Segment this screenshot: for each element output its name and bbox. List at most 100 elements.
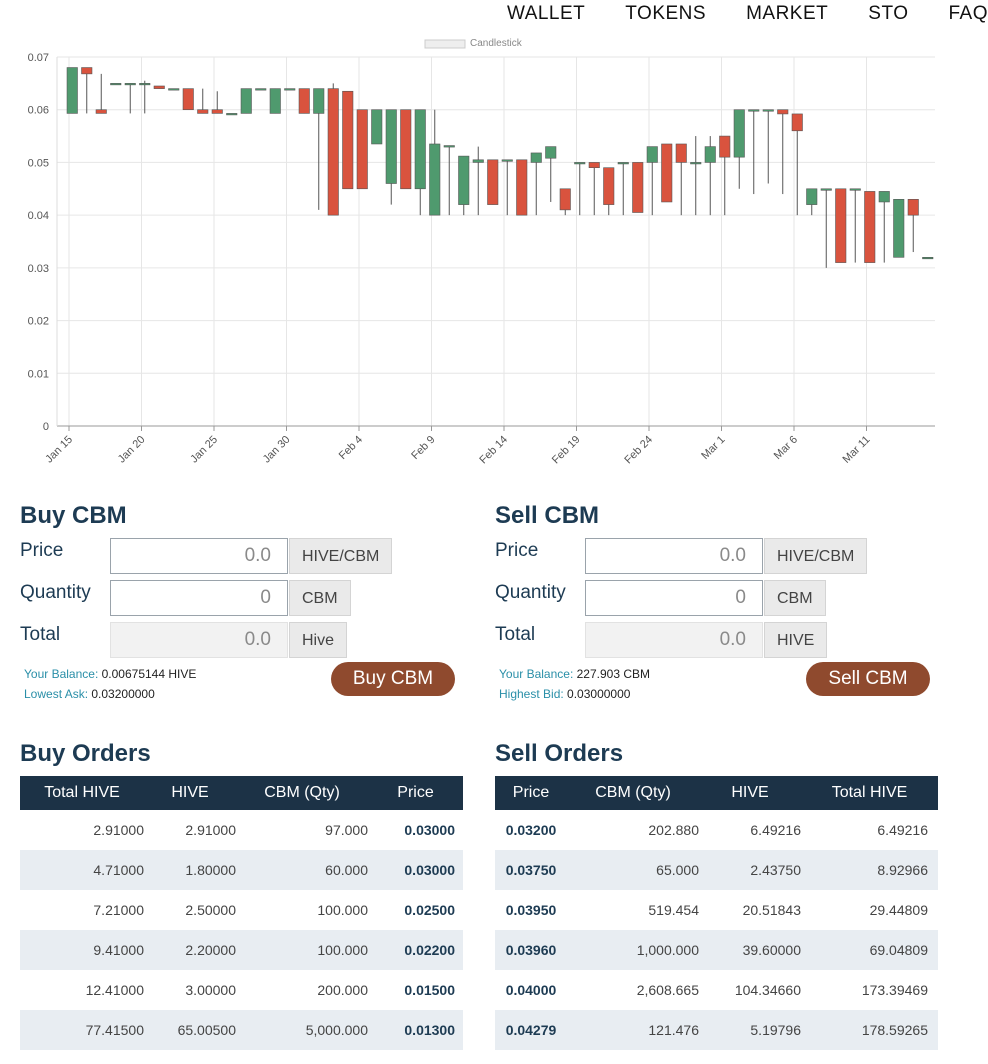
- table-cell: 178.59265: [801, 1010, 938, 1050]
- buy-orders-title: Buy Orders: [20, 740, 151, 767]
- table-row[interactable]: 77.41500 65.00500 5,000.000 0.01300: [20, 1010, 463, 1050]
- nav-market[interactable]: MARKET: [746, 3, 829, 24]
- table-cell: 2.20000: [144, 930, 236, 970]
- sell-total-row: Total HIVE: [495, 622, 940, 664]
- buy-total-row: Total Hive: [20, 622, 465, 664]
- sell-total-label: Total: [495, 624, 536, 645]
- candle-body: [762, 109, 774, 112]
- table-row[interactable]: 0.04279 121.476 5.19796 178.59265: [495, 1010, 938, 1050]
- buy-price-unit: HIVE/CBM: [289, 538, 393, 574]
- table-row[interactable]: 0.04000 2,608.665 104.34660 173.39469: [495, 970, 938, 1010]
- sell-balance-value: 227.903 CBM: [576, 667, 651, 681]
- sell-price-label: Price: [495, 540, 539, 561]
- candle-body: [226, 113, 238, 116]
- candle-body: [313, 88, 325, 114]
- x-tick-label: Jan 20: [116, 434, 148, 466]
- candle-body: [269, 88, 281, 114]
- buy-qty-row: Quantity CBM: [20, 580, 465, 622]
- buy-price-input[interactable]: [110, 538, 288, 574]
- table-row[interactable]: 7.21000 2.50000 100.000 0.02500: [20, 890, 463, 930]
- candle-body: [327, 88, 339, 216]
- buy-total-input: [110, 622, 288, 658]
- candle-body: [153, 85, 165, 89]
- table-cell: 7.21000: [93, 902, 144, 918]
- x-tick-label: Mar 11: [841, 434, 873, 466]
- buy-button[interactable]: Buy CBM: [331, 662, 455, 696]
- table-cell: 3.00000: [185, 982, 236, 998]
- candle-body: [95, 109, 107, 114]
- sell-button[interactable]: Sell CBM: [806, 662, 930, 696]
- table-row[interactable]: 0.03950 519.454 20.51843 29.44809: [495, 890, 938, 930]
- buy-footer: Your Balance: 0.00675144 HIVE Lowest Ask…: [20, 662, 465, 704]
- candle-body: [429, 143, 441, 216]
- table-row[interactable]: 9.41000 2.20000 100.000 0.02200: [20, 930, 463, 970]
- sell-price-input[interactable]: [585, 538, 763, 574]
- candle-body: [356, 109, 368, 190]
- table-row[interactable]: 0.03750 65.000 2.43750 8.92966: [495, 850, 938, 890]
- nav-faq[interactable]: FAQ: [948, 3, 988, 24]
- table-cell: 60.000: [236, 850, 368, 890]
- col-cbm-qty[interactable]: CBM (Qty): [236, 776, 368, 810]
- col-cbm-qty[interactable]: CBM (Qty): [567, 776, 699, 810]
- col-total-hive[interactable]: Total HIVE: [801, 776, 938, 810]
- sell-qty-input[interactable]: [585, 580, 763, 616]
- col-total-hive[interactable]: Total HIVE: [20, 776, 144, 810]
- table-cell: 100.000: [317, 902, 368, 918]
- col-price[interactable]: Price: [368, 776, 463, 810]
- buy-panel: Buy CBM Price HIVE/CBM Quantity CBM Tota…: [20, 502, 465, 704]
- nav-wallet[interactable]: WALLET: [506, 3, 586, 24]
- buy-qty-input[interactable]: [110, 580, 288, 616]
- x-tick-label: Jan 30: [261, 434, 293, 466]
- buy-balance-label: Your Balance:: [24, 667, 99, 681]
- y-tick-label: 0.05: [28, 157, 49, 169]
- price-cell: 0.04279: [495, 1010, 567, 1050]
- sell-balance-info: Your Balance: 227.903 CBM Highest Bid: 0…: [499, 664, 650, 704]
- table-cell: 5.19796: [699, 1010, 801, 1050]
- candle-body: [342, 90, 354, 190]
- candle-body: [646, 146, 658, 163]
- highest-bid-value: 0.03000000: [567, 687, 631, 701]
- table-row[interactable]: 4.71000 1.80000 60.000 0.03000: [20, 850, 463, 890]
- buy-qty-unit: CBM: [289, 580, 351, 616]
- col-hive[interactable]: HIVE: [144, 776, 236, 810]
- buy-balance-value: 0.00675144 HIVE: [101, 667, 197, 681]
- candle-body: [255, 88, 267, 91]
- candle-body: [675, 143, 687, 163]
- col-price[interactable]: Price: [495, 776, 567, 810]
- candle-body: [385, 109, 397, 184]
- table-cell: 8.92966: [801, 850, 938, 890]
- candle-body: [443, 145, 455, 148]
- table-cell: 2.91000: [93, 822, 144, 838]
- table-row[interactable]: 12.41000 3.00000 200.000 0.01500: [20, 970, 463, 1010]
- x-tick-label: Feb 19: [550, 434, 583, 467]
- candle-body: [211, 109, 223, 114]
- candle-body: [400, 109, 412, 190]
- candle-body: [748, 109, 760, 112]
- price-cell: 0.03960: [495, 930, 567, 970]
- price-cell: 0.02200: [368, 930, 463, 970]
- candle-body: [559, 188, 571, 211]
- table-cell: 2.91000: [185, 822, 236, 838]
- highest-bid-label: Highest Bid:: [499, 687, 564, 701]
- sell-qty-label: Quantity: [495, 582, 566, 603]
- col-hive[interactable]: HIVE: [699, 776, 801, 810]
- x-tick-label: Feb 14: [477, 434, 510, 467]
- x-tick-label: Feb 9: [409, 434, 437, 462]
- sell-total-input: [585, 622, 763, 658]
- table-row[interactable]: 2.91000 2.91000 97.000 0.03000: [20, 810, 463, 850]
- top-nav: WALLET TOKENS MARKET STO FAQ: [507, 0, 988, 30]
- candle-body: [588, 162, 600, 169]
- nav-sto[interactable]: STO: [868, 3, 909, 24]
- nav-tokens[interactable]: TOKENS: [625, 3, 707, 24]
- x-tick-label: Mar 6: [772, 434, 800, 462]
- buy-orders-header: Total HIVE HIVE CBM (Qty) Price: [20, 776, 463, 810]
- candle-body: [414, 109, 426, 190]
- sell-panel: Sell CBM Price HIVE/CBM Quantity CBM Tot…: [495, 502, 940, 704]
- price-cell: 0.04000: [505, 982, 557, 998]
- candle-body: [197, 109, 209, 114]
- candle-body: [501, 159, 513, 162]
- candle-body: [907, 199, 919, 216]
- table-row[interactable]: 0.03200 202.880 6.49216 6.49216: [495, 810, 938, 850]
- candle-body: [371, 109, 383, 145]
- table-row[interactable]: 0.03960 1,000.000 39.60000 69.04809: [495, 930, 938, 970]
